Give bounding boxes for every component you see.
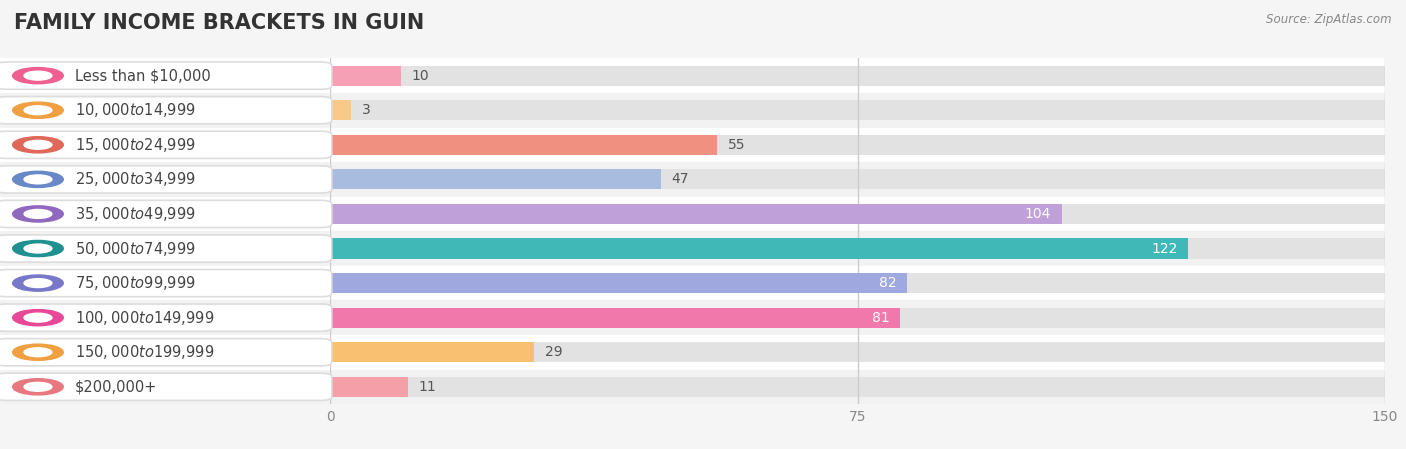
Text: 82: 82 xyxy=(879,276,897,290)
Bar xyxy=(330,273,907,293)
Text: $75,000 to $99,999: $75,000 to $99,999 xyxy=(75,274,195,292)
Bar xyxy=(330,370,1385,404)
Bar xyxy=(330,266,1385,300)
Bar xyxy=(330,204,1062,224)
Text: Source: ZipAtlas.com: Source: ZipAtlas.com xyxy=(1267,13,1392,26)
Bar xyxy=(330,377,1385,397)
Text: 11: 11 xyxy=(419,380,436,394)
Text: Less than $10,000: Less than $10,000 xyxy=(75,68,211,83)
Bar xyxy=(330,342,534,362)
Bar xyxy=(330,162,1385,197)
Text: $150,000 to $199,999: $150,000 to $199,999 xyxy=(75,343,214,361)
Text: 10: 10 xyxy=(412,69,429,83)
Bar xyxy=(330,58,1385,93)
Bar xyxy=(330,169,1385,189)
Text: FAMILY INCOME BRACKETS IN GUIN: FAMILY INCOME BRACKETS IN GUIN xyxy=(14,13,425,34)
Text: 55: 55 xyxy=(728,138,745,152)
Bar xyxy=(330,100,1385,120)
Text: $35,000 to $49,999: $35,000 to $49,999 xyxy=(75,205,195,223)
Bar xyxy=(330,231,1385,266)
Bar xyxy=(330,335,1385,370)
Text: 104: 104 xyxy=(1025,207,1052,221)
Bar xyxy=(330,204,1385,224)
Bar xyxy=(330,135,1385,155)
Text: 29: 29 xyxy=(546,345,562,359)
Bar xyxy=(330,135,717,155)
Bar xyxy=(330,273,1385,293)
Bar xyxy=(330,128,1385,162)
Bar xyxy=(330,66,401,86)
Text: 3: 3 xyxy=(363,103,371,117)
Bar xyxy=(330,238,1188,259)
Text: $50,000 to $74,999: $50,000 to $74,999 xyxy=(75,239,195,258)
Bar xyxy=(330,308,900,328)
Text: 81: 81 xyxy=(872,311,889,325)
Bar xyxy=(330,300,1385,335)
Text: $100,000 to $149,999: $100,000 to $149,999 xyxy=(75,308,214,327)
Bar xyxy=(330,66,1385,86)
Text: 47: 47 xyxy=(672,172,689,186)
Bar xyxy=(330,93,1385,128)
Bar xyxy=(330,169,661,189)
Bar xyxy=(330,342,1385,362)
Text: 122: 122 xyxy=(1152,242,1178,255)
Text: $10,000 to $14,999: $10,000 to $14,999 xyxy=(75,101,195,119)
Text: $200,000+: $200,000+ xyxy=(75,379,157,394)
Bar xyxy=(330,238,1385,259)
Bar xyxy=(330,197,1385,231)
Bar xyxy=(330,377,408,397)
Text: $25,000 to $34,999: $25,000 to $34,999 xyxy=(75,170,195,189)
Bar xyxy=(330,100,352,120)
Bar xyxy=(330,308,1385,328)
Text: $15,000 to $24,999: $15,000 to $24,999 xyxy=(75,136,195,154)
